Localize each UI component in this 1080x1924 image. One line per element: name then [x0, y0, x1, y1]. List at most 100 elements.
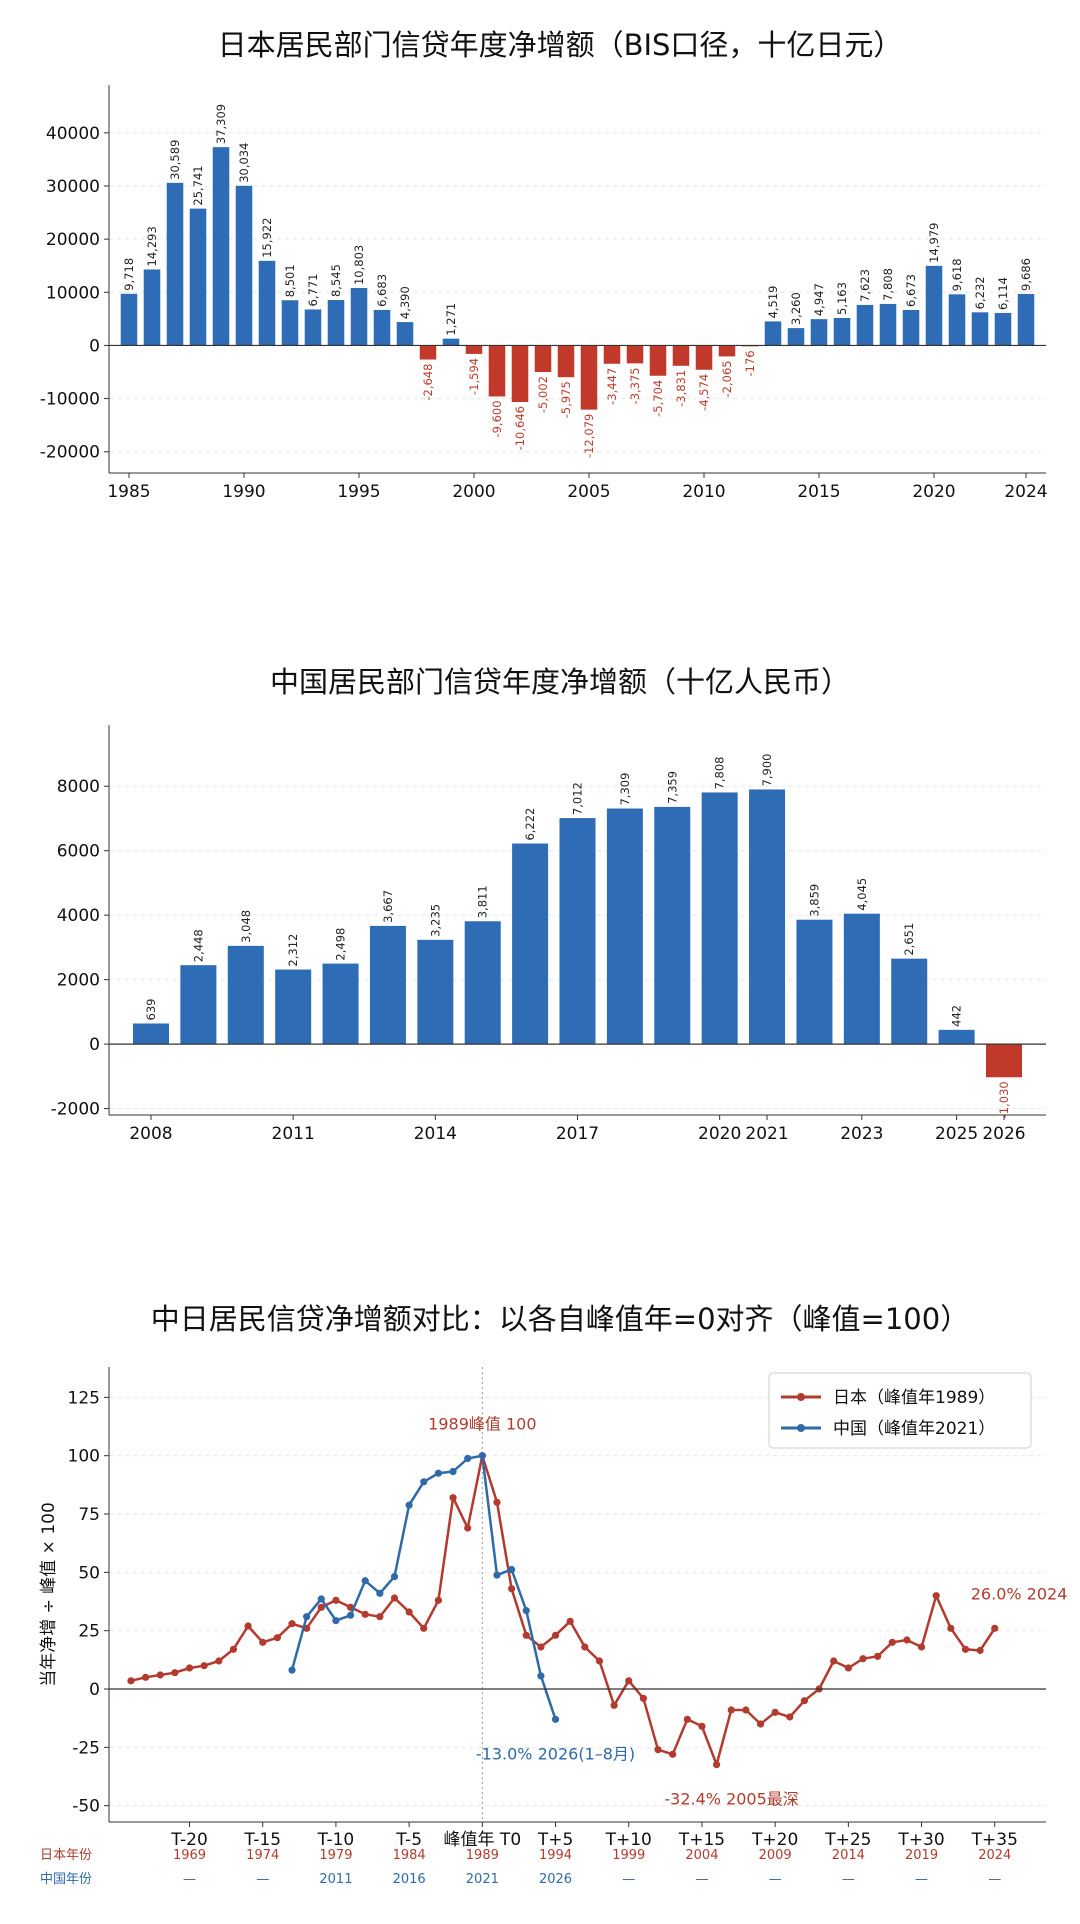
y-tick-label: 6000 — [57, 842, 100, 862]
legend-japan-label: 日本（峰值年1989） — [833, 1388, 995, 1408]
japan-point — [405, 1608, 413, 1616]
japan-point — [551, 1631, 560, 1639]
japan-point — [712, 1761, 721, 1769]
bar-value-label: 4,947 — [812, 283, 826, 316]
bar-value-label: 6,673 — [904, 274, 918, 307]
y-tick-label: 0 — [89, 1680, 100, 1700]
china-point — [390, 1572, 399, 1581]
x-tick-label: 2011 — [272, 1124, 315, 1144]
japan-chart-title: 日本居民部门信贷年度净增额（BIS口径，十亿日元） — [218, 28, 903, 62]
bar — [796, 919, 833, 1045]
bar-value-label: -4,574 — [697, 374, 711, 411]
bar-value-label: 37,309 — [214, 104, 228, 144]
legend-china-marker — [797, 1424, 805, 1432]
japan-point — [317, 1603, 325, 1611]
japan-point — [683, 1715, 691, 1723]
bar — [350, 288, 368, 346]
bar — [672, 345, 690, 366]
japan-year-label: 1979 — [319, 1848, 352, 1863]
japan-point — [581, 1643, 589, 1651]
japan-year-label: 1984 — [393, 1848, 426, 1863]
japan-year-label: 2019 — [905, 1848, 938, 1863]
y-tick-label: 50 — [78, 1563, 100, 1583]
bar — [938, 1029, 975, 1045]
bar — [235, 185, 253, 346]
japan-point — [669, 1750, 677, 1758]
china-point — [303, 1613, 311, 1621]
china-point — [537, 1672, 545, 1680]
bar — [327, 300, 345, 346]
japan-year-label: 2024 — [978, 1848, 1011, 1863]
y-tick-label: -20000 — [40, 443, 100, 463]
bar — [304, 309, 322, 346]
y-tick-label: 10000 — [46, 283, 100, 303]
china-point — [449, 1467, 457, 1476]
japan-point — [917, 1643, 926, 1651]
bar-value-label: 30,034 — [237, 143, 251, 183]
china-point — [332, 1617, 340, 1625]
x-tick-label: 2024 — [1004, 482, 1047, 502]
china-year-label: — — [256, 1872, 269, 1887]
annotation-label: 26.0% 2024 — [971, 1584, 1068, 1603]
x-tick-label: 2023 — [840, 1124, 883, 1144]
japan-year-label: 1999 — [612, 1848, 645, 1863]
bar-value-label: -1,594 — [467, 358, 481, 395]
bar-value-label: 7,309 — [618, 773, 632, 806]
japan-series-line — [130, 1454, 996, 1766]
legend-box — [768, 1372, 1032, 1449]
bar — [971, 312, 989, 346]
bar — [606, 808, 643, 1045]
bar — [212, 147, 230, 346]
bar — [701, 792, 738, 1045]
bar — [925, 265, 943, 346]
bar-value-label: 15,922 — [260, 218, 274, 258]
bar — [396, 322, 414, 346]
bar — [557, 345, 575, 378]
china-point — [522, 1607, 530, 1615]
bar-value-label: -10,646 — [513, 406, 527, 450]
x-tick-label: 2021 — [745, 1124, 788, 1144]
x-tick-label: 1985 — [107, 482, 150, 502]
x-tick-label: 2017 — [556, 1124, 599, 1144]
bar — [891, 958, 928, 1045]
y-tick-label: 100 — [68, 1447, 100, 1467]
bar — [227, 945, 264, 1045]
bar-value-label: 2,498 — [334, 928, 348, 961]
japan-point — [742, 1706, 750, 1714]
japan-year-label: 1974 — [246, 1848, 279, 1863]
japan-point — [508, 1585, 516, 1593]
bar-value-label: 3,048 — [239, 910, 253, 943]
bar-value-label: -5,002 — [536, 376, 550, 413]
comparison-y-axis-label: 当年净增 ÷ 峰值 × 100 — [39, 1502, 59, 1687]
bar-value-label: 7,012 — [571, 782, 585, 815]
x-tick-label: 2020 — [698, 1124, 741, 1144]
bar-value-label: 7,808 — [713, 756, 727, 789]
y-tick-label: 75 — [78, 1505, 100, 1525]
bar — [654, 806, 691, 1045]
japan-point — [830, 1657, 838, 1665]
bar — [511, 345, 529, 403]
japan-point — [800, 1697, 809, 1705]
x-tick-label: T+30 — [897, 1830, 944, 1850]
x-tick-label: 峰值年 T0 — [444, 1830, 522, 1850]
bar — [649, 345, 667, 376]
japan-point — [566, 1617, 574, 1625]
y-tick-label: 0 — [89, 1035, 100, 1055]
japan-point — [434, 1596, 443, 1604]
bar-value-label: 6,222 — [523, 808, 537, 841]
bar-value-label: 4,519 — [766, 285, 780, 318]
japan-point — [273, 1634, 281, 1642]
x-tick-label: 2026 — [982, 1124, 1025, 1144]
japan-point — [654, 1746, 662, 1754]
japan-point — [874, 1652, 882, 1660]
china-year-label: — — [915, 1872, 928, 1887]
bar-value-label: 6,232 — [973, 276, 987, 309]
x-tick-label: T-15 — [243, 1830, 281, 1850]
bar-value-label: -9,600 — [490, 400, 504, 437]
japan-point — [493, 1498, 501, 1506]
bar — [994, 312, 1012, 346]
japan-point — [786, 1713, 794, 1721]
annotation-label: -32.4% 2005最深 — [664, 1790, 798, 1809]
bar — [488, 345, 506, 397]
japan-point — [142, 1673, 150, 1681]
